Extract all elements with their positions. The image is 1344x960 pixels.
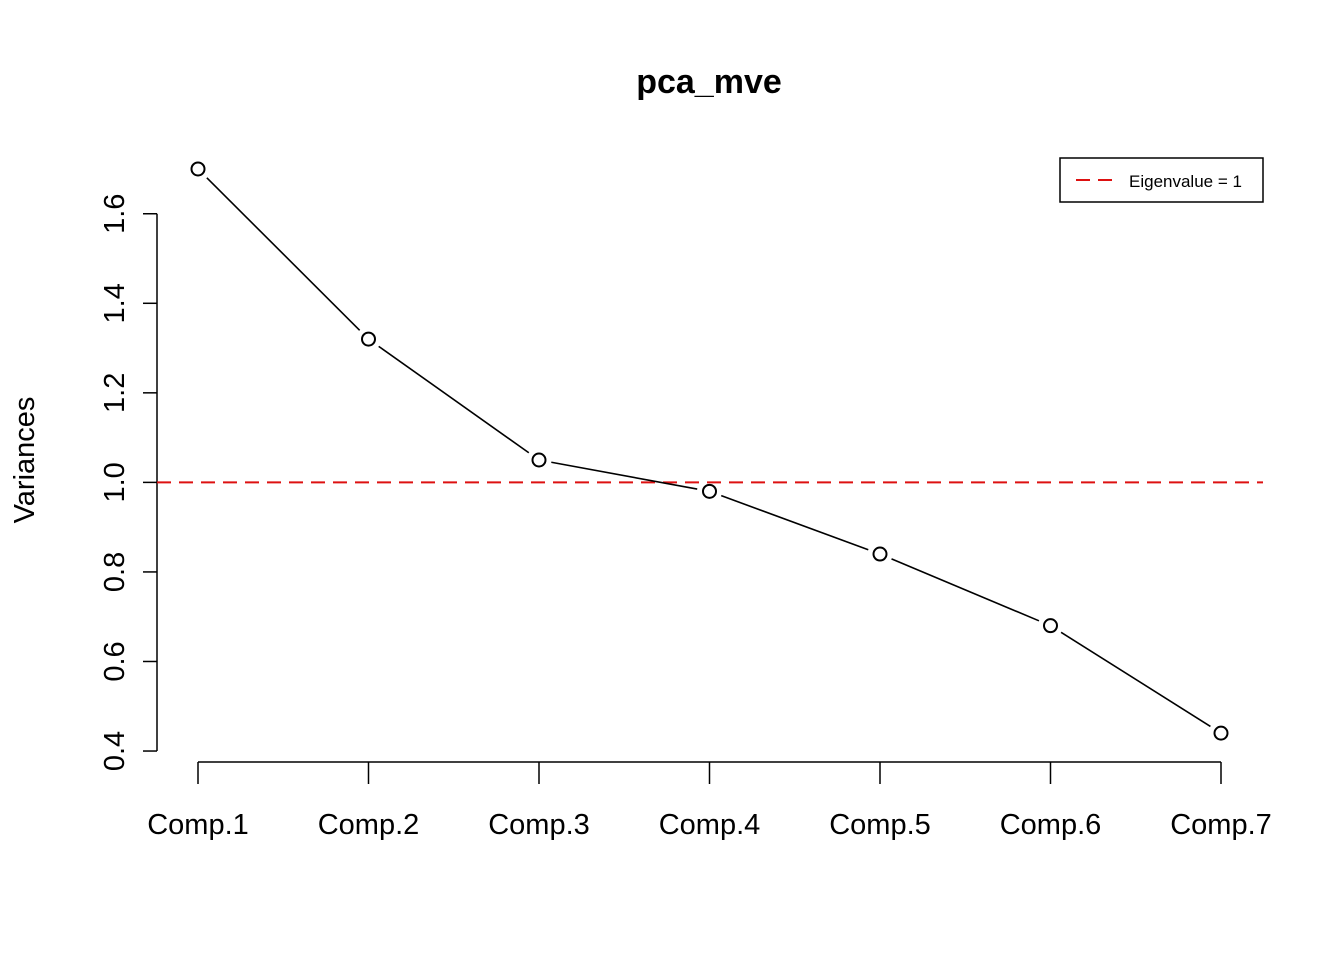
data-point <box>190 161 206 177</box>
chart-title: pca_mve <box>636 63 782 101</box>
x-tick-label: Comp.7 <box>1170 809 1272 841</box>
y-tick-label: 1.6 <box>99 194 131 234</box>
legend: Eigenvalue = 1 <box>1059 157 1264 203</box>
data-point <box>531 452 547 468</box>
x-tick-label: Comp.3 <box>488 809 590 841</box>
series-segment <box>720 494 869 551</box>
y-tick-label: 0.4 <box>99 731 131 771</box>
x-tick-label: Comp.2 <box>318 809 420 841</box>
y-tick-label: 1.0 <box>99 462 131 502</box>
data-point <box>1043 618 1058 634</box>
legend-label: Eigenvalue = 1 <box>1129 172 1242 191</box>
x-tick-label: Comp.5 <box>829 809 931 841</box>
y-tick-label: 1.2 <box>99 373 131 413</box>
y-axis: 0.4 0.6 0.8 1.0 1.2 1.4 1.6 <box>99 194 158 771</box>
x-tick-label: Comp.1 <box>147 809 249 841</box>
series-segment <box>378 345 530 454</box>
y-tick-label: 0.8 <box>99 552 131 592</box>
series-segment <box>1060 631 1211 728</box>
x-axis: Comp.1 Comp.2 Comp.3 Comp.4 Comp.5 Comp.6 Comp… <box>147 761 1272 841</box>
data-point <box>872 546 888 562</box>
data-point <box>361 331 376 347</box>
x-tick-label: Comp.6 <box>1000 809 1102 841</box>
series-layer <box>190 161 1229 741</box>
y-tick-label: 0.6 <box>99 641 131 681</box>
series-segment <box>551 461 698 490</box>
legend-box <box>1059 157 1264 203</box>
y-tick-label: 1.4 <box>99 283 131 323</box>
data-point <box>702 483 717 499</box>
y-axis-label: Variances <box>9 397 41 524</box>
series-segment <box>206 177 361 331</box>
data-point <box>1213 725 1229 741</box>
x-tick-label: Comp.4 <box>659 809 761 841</box>
series-segment <box>891 558 1040 622</box>
